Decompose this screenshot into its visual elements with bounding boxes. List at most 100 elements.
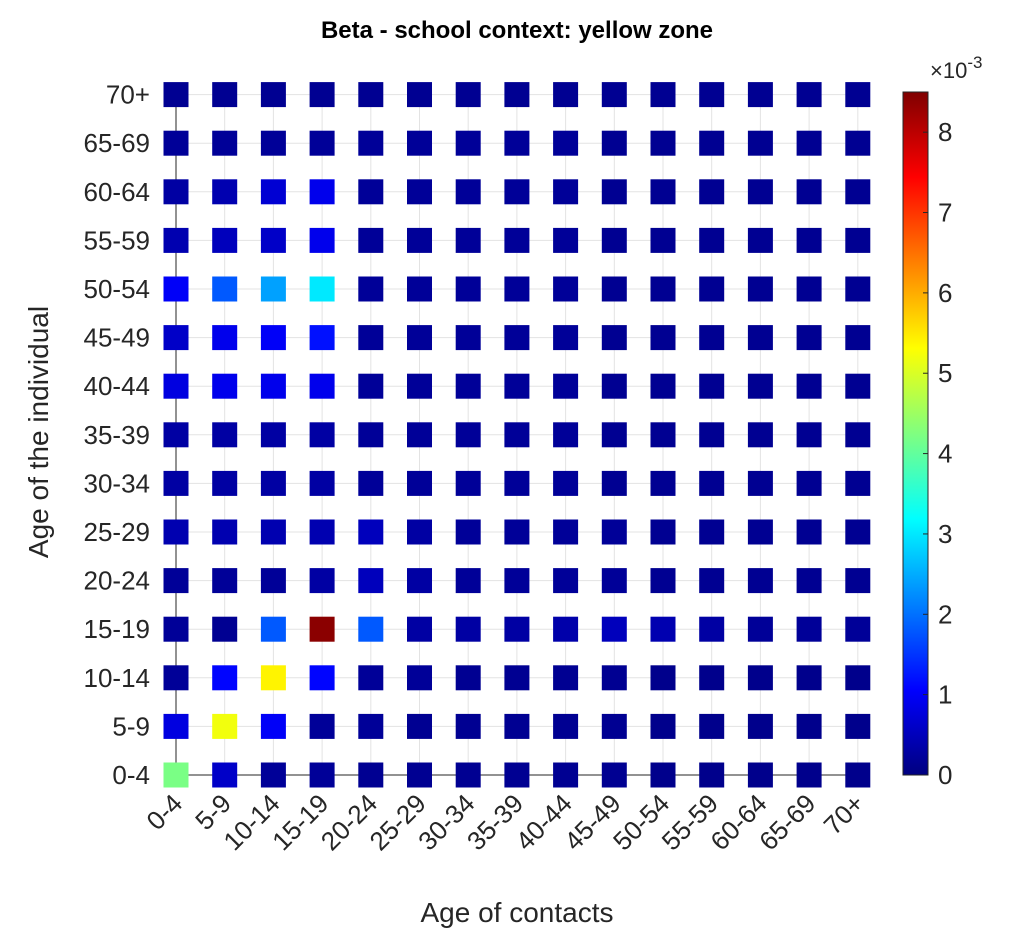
cell [747,616,773,642]
y-tick-label: 65-69 [84,128,151,158]
cell [212,373,238,399]
cell [845,762,871,788]
x-tick-label: 20-24 [315,788,383,856]
colorbar-tick-label: 2 [938,599,952,629]
cell [504,665,530,691]
cell [601,713,627,739]
cell [601,519,627,545]
cell [699,762,725,788]
cell [650,762,676,788]
cell [747,276,773,302]
cell [747,373,773,399]
cell [699,276,725,302]
cell [845,82,871,108]
cell [553,325,579,351]
cell [796,373,822,399]
cell [163,227,189,253]
cell [260,470,286,496]
x-tick-label: 40-44 [510,788,578,856]
cell [601,227,627,253]
y-tick-label: 30-34 [84,468,151,498]
cell [309,519,335,545]
cell [358,325,384,351]
cell [309,665,335,691]
cell [553,276,579,302]
cell [504,568,530,594]
y-tick-label: 25-29 [84,517,151,547]
cell [309,276,335,302]
cell [601,325,627,351]
cell [699,325,725,351]
cell [163,519,189,545]
cell [358,130,384,156]
cell [212,519,238,545]
cell [358,470,384,496]
cell [699,422,725,448]
cell [260,422,286,448]
colorbar-tick-label: 5 [938,358,952,388]
cell [358,373,384,399]
y-tick-label: 20-24 [84,566,151,596]
cell [455,568,481,594]
x-tick-label: 0-4 [140,788,188,836]
cell [504,616,530,642]
x-tick-label: 35-39 [461,788,529,856]
cell [163,82,189,108]
cell [260,373,286,399]
cell [747,227,773,253]
cell [699,179,725,205]
cell [553,422,579,448]
cell [309,762,335,788]
cell [260,82,286,108]
cell [163,568,189,594]
cell [504,325,530,351]
cell [796,422,822,448]
cell [504,373,530,399]
cell [650,276,676,302]
cell [309,422,335,448]
cell [407,762,432,788]
cell [455,713,481,739]
colorbar-tick-label: 8 [938,117,952,147]
cell [407,130,432,156]
cell [455,519,481,545]
cell [455,276,481,302]
cell [504,762,530,788]
cell [699,665,725,691]
x-tick-label: 45-49 [558,788,626,856]
cell [845,227,871,253]
cell [747,422,773,448]
cell [845,713,871,739]
cell [699,519,725,545]
cell [309,568,335,594]
cell [845,422,871,448]
x-tick-label: 55-59 [656,788,724,856]
cell [553,665,579,691]
cell [455,616,481,642]
cell [845,373,871,399]
cell [358,276,384,302]
cell [601,470,627,496]
cell [504,276,530,302]
cell [504,713,530,739]
cell [260,762,286,788]
colorbar-tick-label: 0 [938,760,952,790]
cell [796,713,822,739]
x-tick-label: 10-14 [217,788,285,856]
cell [650,130,676,156]
y-tick-label: 0-4 [112,760,150,790]
cell [455,179,481,205]
cell [699,227,725,253]
cell [553,470,579,496]
cell [407,519,432,545]
x-tick-label: 50-54 [607,788,675,856]
cell [699,373,725,399]
cell [601,179,627,205]
cell [699,616,725,642]
cell [163,713,189,739]
cell [504,519,530,545]
cell [260,325,286,351]
cell [358,227,384,253]
cell [650,568,676,594]
